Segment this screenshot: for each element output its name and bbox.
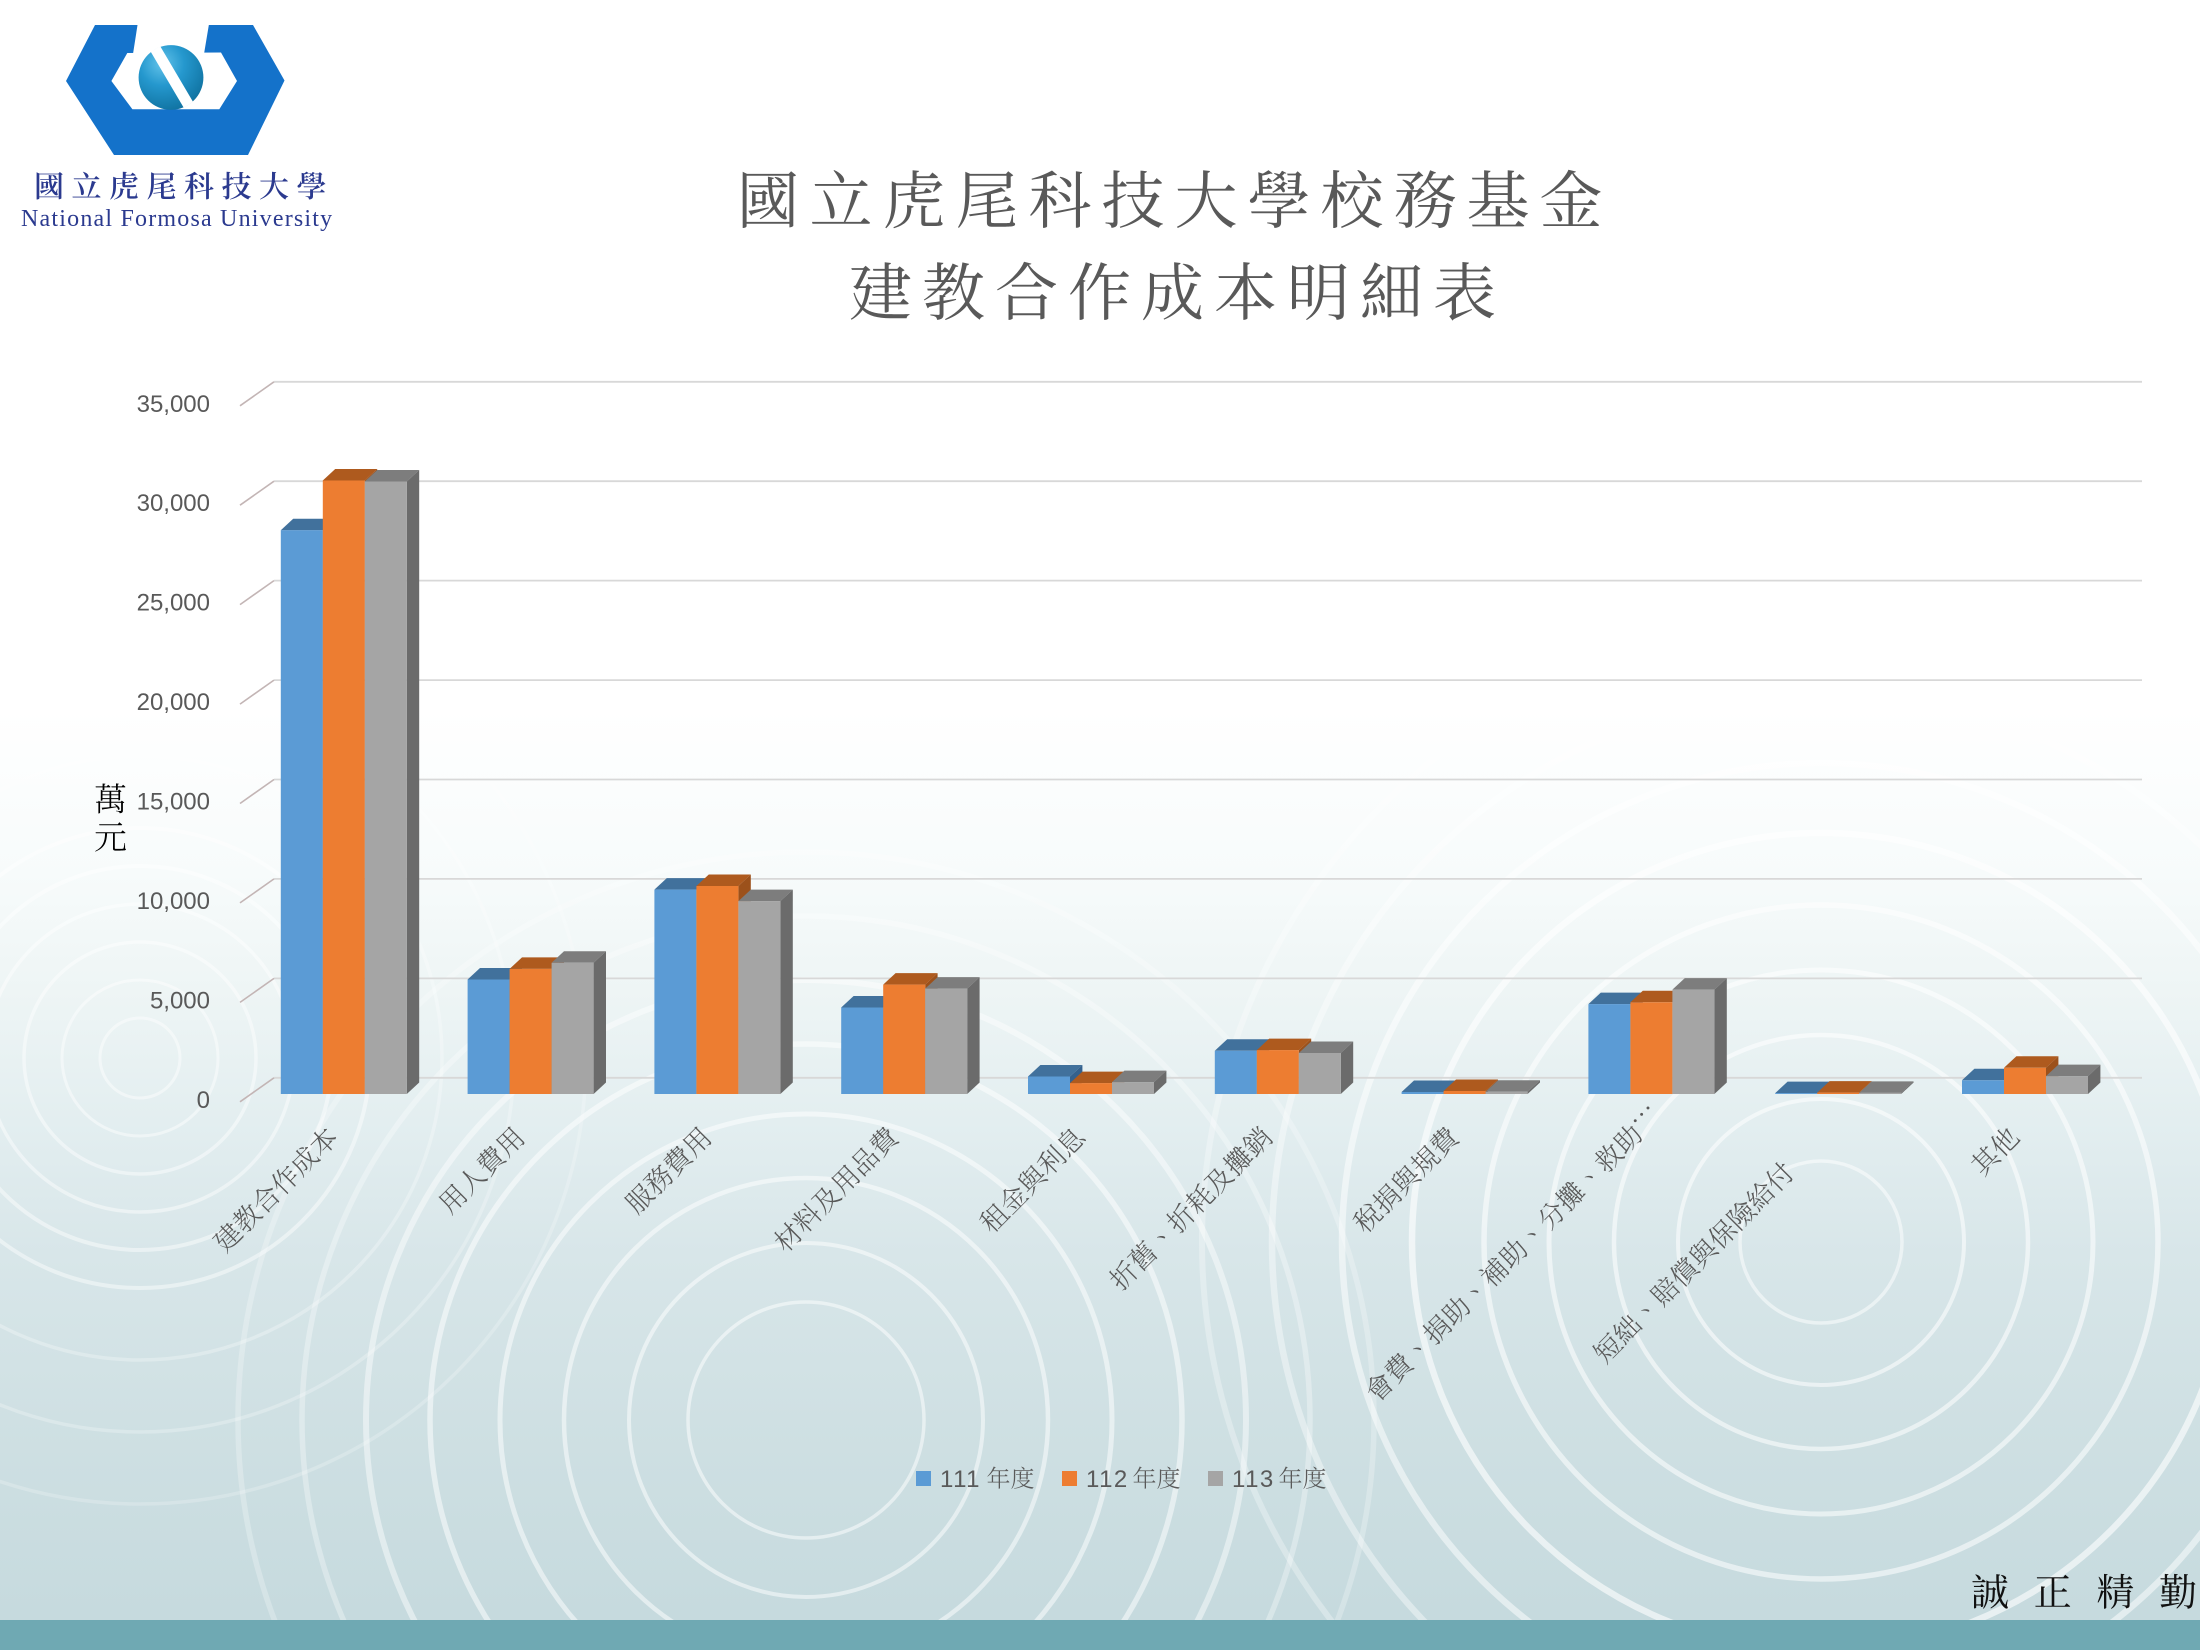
svg-text:20,000: 20,000	[137, 689, 210, 716]
svg-text:25,000: 25,000	[137, 590, 210, 617]
svg-text:30,000: 30,000	[137, 490, 210, 517]
svg-text:5,000: 5,000	[150, 987, 210, 1014]
svg-text:111: 111	[940, 1466, 981, 1493]
svg-text:National Formosa University: National Formosa University	[21, 206, 333, 232]
svg-text:35,000: 35,000	[137, 391, 210, 418]
svg-text:10,000: 10,000	[137, 888, 210, 915]
svg-text:15,000: 15,000	[137, 789, 210, 816]
svg-text:112: 112	[1086, 1466, 1129, 1493]
svg-text:0: 0	[197, 1087, 210, 1114]
svg-text:113: 113	[1232, 1466, 1275, 1493]
